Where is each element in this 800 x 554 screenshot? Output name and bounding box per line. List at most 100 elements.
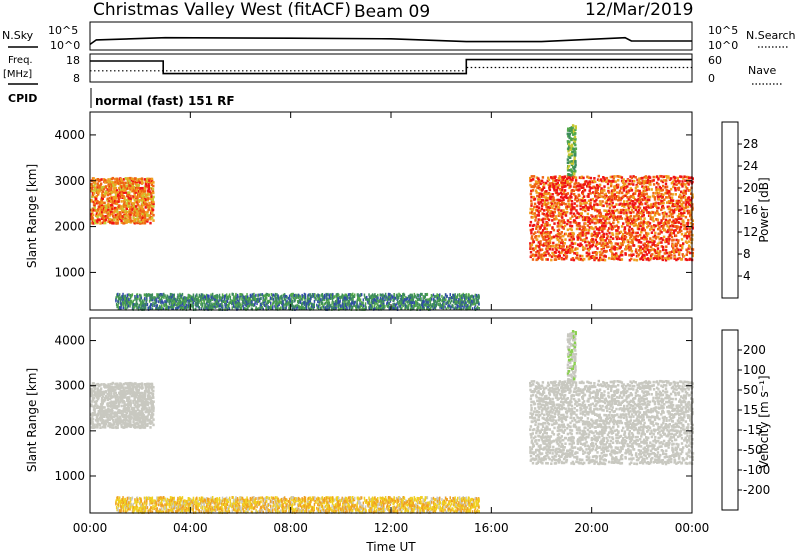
power-echo-cell [437, 296, 439, 300]
power-echo-cell [146, 298, 148, 302]
power-echo-cell [424, 294, 426, 298]
power-echo-cell [211, 298, 213, 301]
power-echo-cell [307, 304, 309, 308]
power-echo-cell [464, 302, 466, 306]
power-echo-cell [309, 301, 312, 305]
power-echo-cell [133, 305, 136, 309]
power-echo-cell [387, 295, 390, 299]
power-echo-cell [152, 195, 155, 199]
power-echo-cell [393, 293, 396, 297]
power-echo-cell [642, 235, 645, 239]
power-echo-cell [596, 232, 599, 235]
power-echo-cell [167, 307, 170, 311]
power-echo-cell [326, 293, 328, 297]
power-echo-cell [328, 305, 330, 309]
power-echo-cell [574, 163, 577, 167]
power-echo-cell [424, 303, 426, 307]
power-echo-cell [364, 302, 367, 306]
power-echo-cell [565, 207, 569, 211]
power-echo-cell [574, 181, 577, 185]
power-echo-cell [214, 305, 217, 309]
power-echo-cell [563, 242, 566, 245]
power-echo-cell [99, 212, 102, 216]
power-echo-cell [588, 226, 591, 229]
power-echo-cell [546, 223, 549, 227]
power-echo-cell [151, 216, 154, 220]
power-echo-cell [675, 258, 678, 262]
power-echo-cell [170, 301, 173, 305]
power-panel-frame [89, 111, 693, 311]
power-echo-cell [255, 306, 257, 310]
power-echo-cell [631, 231, 635, 234]
power-echo-cell [372, 307, 375, 311]
power-echo-cell [354, 300, 356, 304]
power-echo-cell [382, 293, 384, 297]
power-echo-cell [534, 231, 537, 234]
power-echo-cell [571, 145, 574, 149]
power-echo-cell [221, 293, 224, 297]
power-echo-cell [621, 234, 624, 238]
power-echo-cell [131, 207, 135, 211]
power-echo-cell [141, 202, 144, 205]
power-echo-cell [215, 296, 218, 300]
power-echo-cell [625, 211, 628, 215]
power-echo-cell [611, 175, 614, 179]
power-echo-cell [546, 179, 549, 183]
power-echo-cell [584, 209, 587, 213]
power-echo-cell [120, 302, 123, 306]
power-echo-cell [628, 248, 631, 252]
power-echo-cell [538, 179, 541, 183]
power-echo-cell [395, 306, 397, 310]
power-echo-cell [143, 199, 146, 202]
power-echo-cell [194, 295, 197, 299]
power-echo-cell [215, 299, 218, 303]
power-echo-cell [564, 202, 567, 206]
power-echo-cell [675, 227, 679, 230]
power-echo-cell [538, 245, 541, 249]
power-echo-cell [155, 307, 157, 311]
power-echo-cell [122, 178, 126, 181]
power-echo-cell [635, 206, 638, 209]
power-echo-cell [665, 185, 669, 189]
power-echo-cell [676, 257, 680, 261]
power-echo-cell [598, 193, 601, 196]
power-echo-cell [565, 257, 568, 260]
power-echo-cell [595, 191, 598, 195]
power-echo-cell [548, 254, 551, 257]
power-echo-cell [130, 294, 133, 298]
power-echo-cell [606, 213, 609, 216]
power-echo-cell [662, 175, 665, 178]
power-echo-cell [363, 307, 365, 311]
power-echo-cell [592, 191, 595, 194]
power-echo-cell [661, 255, 665, 258]
power-echo-region-1 [115, 292, 480, 311]
power-echo-cell [563, 175, 566, 178]
power-echo-cell [225, 303, 227, 307]
power-echo-cell [552, 196, 555, 200]
power-echo-cell [547, 183, 550, 187]
power-echo-cell [148, 204, 151, 207]
power-echo-cell [604, 242, 607, 245]
power-echo-cell [668, 206, 671, 210]
power-echo-cell [635, 213, 639, 216]
power-echo-cell [639, 211, 643, 214]
power-echo-cell [580, 243, 583, 247]
power-echo-cell [96, 190, 100, 193]
power-echo-cell [95, 195, 99, 198]
power-echo-cell [338, 301, 340, 304]
power-echo-cell [213, 302, 216, 306]
power-echo-cell [637, 205, 640, 209]
power-echo-cell [248, 304, 251, 308]
power-echo-cell [131, 293, 134, 297]
power-echo-cell [182, 307, 184, 311]
power-echo-cell [307, 299, 309, 303]
power-echo-cell [543, 190, 547, 194]
power-echo-cell [136, 306, 138, 310]
power-echo-cell [372, 298, 374, 301]
power-echo-cell [537, 206, 541, 209]
power-echo-cell [308, 302, 311, 306]
power-echo-cell [679, 183, 683, 186]
power-echo-cell [632, 237, 635, 241]
power-echo-cell [659, 187, 663, 190]
power-echo-cell [324, 301, 327, 305]
